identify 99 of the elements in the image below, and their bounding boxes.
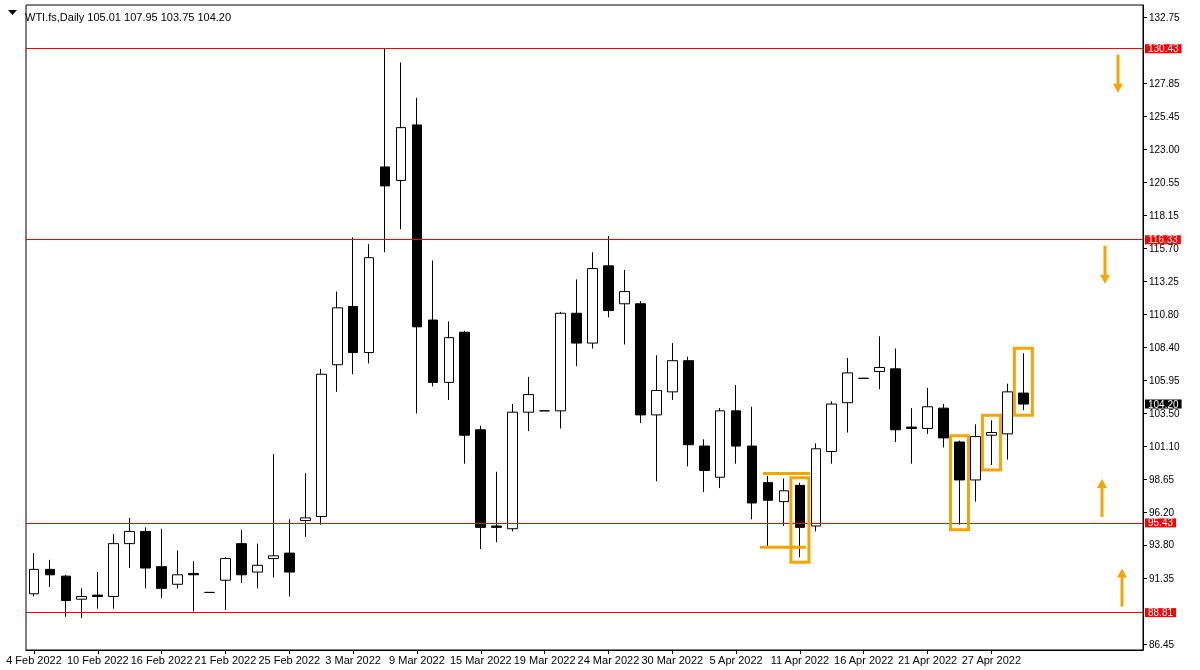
y-tick-label: 118.15 (1149, 209, 1180, 221)
y-tick-label: 105.95 (1149, 374, 1181, 386)
y-tick-label: 103.50 (1149, 408, 1181, 420)
candlestick (444, 320, 454, 401)
candlestick (140, 526, 151, 589)
candlestick (938, 403, 949, 448)
candlestick (29, 552, 39, 597)
candlestick (1002, 383, 1013, 461)
x-tick-label: 16 Feb 2022 (130, 653, 193, 666)
candlestick (890, 348, 901, 443)
candlestick (619, 269, 630, 345)
candlestick (459, 330, 470, 465)
candlestick (316, 368, 327, 526)
candlestick (61, 574, 71, 618)
ref-line-label: 116.33 (1148, 234, 1179, 246)
x-tick-label: 11 Apr 2022 (770, 653, 830, 666)
y-tick-label: 108.40 (1149, 341, 1181, 353)
candlestick (986, 419, 997, 466)
y-tick-label: 91.35 (1149, 572, 1175, 584)
ref-line-label: 130.43 (1148, 43, 1180, 55)
candlestick (252, 543, 263, 589)
candlestick (300, 472, 311, 538)
candlestick (683, 356, 694, 467)
candlestick (1018, 352, 1029, 411)
y-tick-label: 127.85 (1149, 78, 1181, 90)
candlestick (172, 549, 183, 589)
candlestick (635, 300, 646, 424)
text: 104.20 (1148, 398, 1180, 410)
candlestick (92, 571, 103, 610)
candlestick (475, 425, 486, 550)
candlestick (428, 259, 438, 387)
candlestick (842, 357, 853, 434)
x-tick-label: 19 Mar 2022 (513, 653, 576, 666)
candlestick (874, 335, 885, 390)
x-tick-label: 27 Apr 2022 (961, 653, 1022, 666)
y-tick-label: 132.75 (1149, 11, 1181, 23)
candlestick (826, 400, 837, 465)
y-tick-label: 101.10 (1149, 440, 1181, 452)
candlestick (236, 529, 247, 584)
candlestick (108, 533, 119, 610)
candlestick (507, 403, 518, 532)
candlestick (380, 48, 390, 253)
x-tick-label: 3 Mar 2022 (325, 653, 381, 666)
candlestick (731, 384, 741, 465)
y-tick-label: 113.25 (1149, 275, 1180, 287)
x-tick-label: 30 Mar 2022 (641, 653, 704, 666)
candlestick (156, 528, 167, 599)
x-tick-label: 9 Mar 2022 (389, 653, 445, 666)
candlestick (332, 291, 343, 393)
candlestick (348, 236, 358, 375)
candlestick (523, 376, 534, 432)
x-tick-label: 21 Feb 2022 (194, 653, 257, 666)
candlestick (45, 559, 55, 588)
candlestick (124, 517, 135, 569)
x-tick-label: 10 Feb 2022 (66, 653, 129, 666)
candlestick (795, 482, 805, 558)
candlestick (364, 243, 374, 364)
candlestick (284, 518, 295, 597)
y-tick-label: 110.80 (1149, 309, 1180, 321)
ref-line-label: 88.81 (1148, 607, 1174, 619)
candlestick (763, 475, 773, 549)
y-tick-label: 120.55 (1149, 177, 1181, 189)
candlestick (268, 453, 279, 579)
x-tick-label: 5 Apr 2022 (709, 653, 763, 666)
candlestick (651, 354, 662, 482)
y-tick-label: 125.45 (1149, 110, 1181, 122)
candlestick (76, 587, 87, 619)
y-tick-label: 96.20 (1149, 506, 1175, 518)
y-tick-label: 123.00 (1149, 143, 1181, 155)
x-tick-label: 16 Apr 2022 (834, 653, 894, 666)
x-tick-label: 25 Feb 2022 (258, 653, 321, 666)
candlestick (811, 442, 821, 532)
x-tick-label: 4 Feb 2022 (6, 653, 62, 666)
candlestick (970, 423, 981, 503)
ref-line-label: 95.43 (1148, 517, 1174, 529)
candlestick (396, 62, 406, 230)
y-tick-label: 86.45 (1149, 639, 1175, 651)
candlestick (699, 438, 710, 493)
candlestick (491, 471, 502, 543)
y-tick-label: 98.65 (1149, 473, 1175, 485)
candlestick (667, 342, 678, 401)
candlestick (747, 406, 757, 520)
x-tick-label: 24 Mar 2022 (577, 653, 640, 666)
x-tick-label: 21 Apr 2022 (897, 653, 958, 666)
candlestick (587, 251, 598, 349)
y-tick-label: 93.80 (1149, 539, 1175, 551)
candlestick (188, 560, 199, 612)
candlestick (220, 556, 231, 611)
candlestick (906, 407, 917, 465)
candlestick (954, 440, 965, 526)
candlestick (555, 311, 566, 429)
candlestick (922, 387, 933, 435)
candlestick (603, 235, 614, 318)
candlestick (779, 478, 789, 527)
candlestick (571, 278, 582, 367)
x-tick-label: 15 Mar 2022 (449, 653, 512, 666)
text: WTI.fs,Daily 105.01 107.95 103.75 104.20 (25, 10, 232, 23)
candlestick (412, 97, 422, 415)
candlestick (715, 407, 725, 489)
